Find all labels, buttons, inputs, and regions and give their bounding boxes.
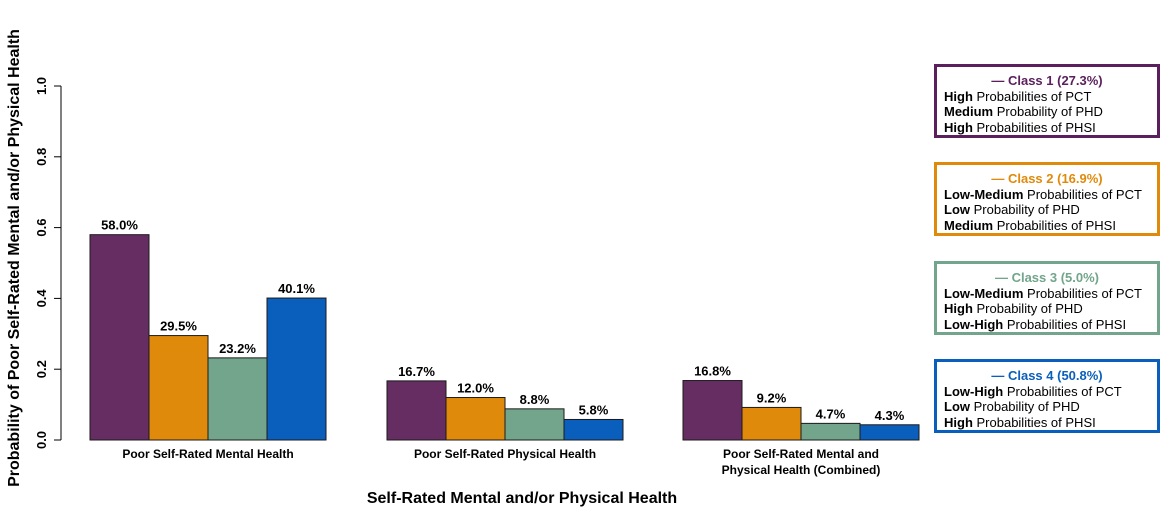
legend-entry-bold: Medium	[944, 104, 994, 119]
bar-value-label: 29.5%	[160, 319, 197, 334]
category-label: Poor Self-Rated Physical Health	[414, 447, 596, 461]
bar	[445, 397, 506, 441]
bar-value-label: 40.1%	[278, 281, 315, 296]
y-axis-label: Probability of Poor Self-Rated Mental an…	[6, 29, 23, 487]
bar	[266, 297, 327, 441]
legend-entry-line: Low-High Probabilities of PCT	[944, 384, 1157, 400]
legend-entry-text: Probabilities of PCT	[1023, 186, 1142, 202]
legend-entry-line: Low Probability of PHD	[944, 202, 1157, 218]
category-label: Physical Health (Combined)	[722, 463, 881, 477]
legend-entry-bold: High	[944, 88, 973, 104]
y-axis: 0.0 0.2 0.4 0.6 0.8 1.0	[34, 77, 62, 449]
bar	[207, 357, 268, 441]
bar-value-label: 5.8%	[579, 402, 609, 417]
y-tick-label: 0.8	[34, 148, 49, 166]
bar	[504, 408, 565, 441]
bar-value-label: 58.0%	[101, 218, 138, 233]
bar	[563, 418, 624, 441]
legend-entry: — Class 4 (50.8%) Low-High Probabilities …	[934, 359, 1160, 433]
legend-entry-text: Probabilities of PCT	[972, 88, 1092, 104]
legend-entry-line: High Probabilities of PCT	[944, 89, 1157, 105]
category-label: Poor Self-Rated Mental Health	[122, 447, 293, 461]
legend-entry: — Class 1 (27.3%) High Probabilities of P…	[934, 64, 1160, 138]
legend-entry-bold: Low-High	[944, 383, 1004, 399]
bar-value-label: 8.8%	[520, 392, 550, 407]
legend-entry-line: High Probability of PHD	[944, 301, 1157, 317]
bar-value-label: 16.8%	[694, 364, 731, 379]
legend-entry-title: — Class 2 (16.9%)	[991, 171, 1103, 186]
bar-value-label: 16.7%	[398, 364, 435, 379]
bar	[859, 424, 920, 441]
legend-entry-bold: Low	[944, 202, 970, 217]
bar-value-label: 23.2%	[219, 341, 256, 356]
bar	[148, 335, 209, 441]
legend-entry-bold: Low	[944, 399, 970, 414]
legend-entry-line: High Probabilities of PHSI	[944, 415, 1157, 431]
y-tick-label: 0.2	[34, 360, 49, 378]
legend-entry-bold: High	[944, 414, 973, 430]
legend-entry-bold: Medium	[944, 217, 994, 233]
legend-entry-text: Probability of PHD	[970, 202, 1080, 217]
bars-group: 58.0% 29.5% 23.2% 40.1% 16.7% 12.0% 8.8% 5.8% 16…	[89, 218, 920, 441]
legend-entry-text: Probabilities of PHSI	[972, 414, 1096, 430]
legend-entry-text: Probability of PHD	[993, 104, 1103, 119]
y-tick-label: 0.0	[34, 431, 49, 449]
bar	[89, 234, 150, 441]
legend-entry-title: — Class 4 (50.8%)	[991, 368, 1103, 383]
bar	[800, 422, 861, 441]
legend-entry-text: Probabilities of PCT	[1003, 383, 1122, 399]
legend-entry-bold: Low-High	[944, 316, 1004, 332]
bar-value-label: 4.3%	[875, 408, 905, 423]
legend-entry-line: Low-High Probabilities of PHSI	[944, 317, 1157, 333]
legend-entry-line: Medium Probabilities of PHSI	[944, 218, 1157, 234]
legend-entry-title: — Class 3 (5.0%)	[994, 270, 1100, 285]
legend-entry-line: Medium Probability of PHD	[944, 104, 1157, 120]
bar	[386, 380, 447, 441]
legend-entry-line: High Probabilities of PHSI	[944, 120, 1157, 136]
y-tick-label: 0.6	[34, 219, 49, 237]
bar-value-label: 4.7%	[816, 406, 846, 421]
legend-entry-bold: High	[944, 301, 973, 316]
legend-entry: — Class 3 (5.0%) Low-Medium Probabilities…	[934, 261, 1160, 335]
x-axis-label: Self-Rated Mental and/or Physical Health	[367, 490, 677, 507]
bar	[682, 380, 743, 441]
bar	[741, 406, 802, 441]
bar-value-label: 12.0%	[457, 381, 494, 396]
legend-entry-line: Low Probability of PHD	[944, 399, 1157, 415]
legend-entry-text: Probabilities of PHSI	[1003, 316, 1127, 332]
legend-entry-line: Low-Medium Probabilities of PCT	[944, 187, 1157, 203]
legend-entry-bold: High	[944, 119, 973, 135]
category-labels: Poor Self-Rated Mental Health Poor Self-R…	[122, 447, 880, 477]
legend-entry-bold: Low-Medium	[944, 186, 1024, 202]
category-label: Poor Self-Rated Mental and	[723, 447, 879, 461]
legend-entry-text: Probabilities of PHSI	[993, 217, 1116, 233]
legend-entry: — Class 2 (16.9%) Low-Medium Probabilitie…	[934, 162, 1160, 236]
y-tick-label: 0.4	[34, 289, 49, 308]
y-tick-label: 1.0	[34, 77, 49, 95]
legend-entry-text: Probability of PHD	[970, 399, 1080, 414]
legend-entry-line: Low-Medium Probabilities of PCT	[944, 286, 1157, 302]
legend-entry-title: — Class 1 (27.3%)	[991, 73, 1103, 88]
legend-entry-text: Probability of PHD	[972, 301, 1083, 316]
bar-value-label: 9.2%	[757, 390, 787, 405]
legend-entry-bold: Low-Medium	[944, 285, 1024, 301]
legend-entry-text: Probabilities of PHSI	[972, 119, 1096, 135]
legend-entry-text: Probabilities of PCT	[1023, 285, 1142, 301]
